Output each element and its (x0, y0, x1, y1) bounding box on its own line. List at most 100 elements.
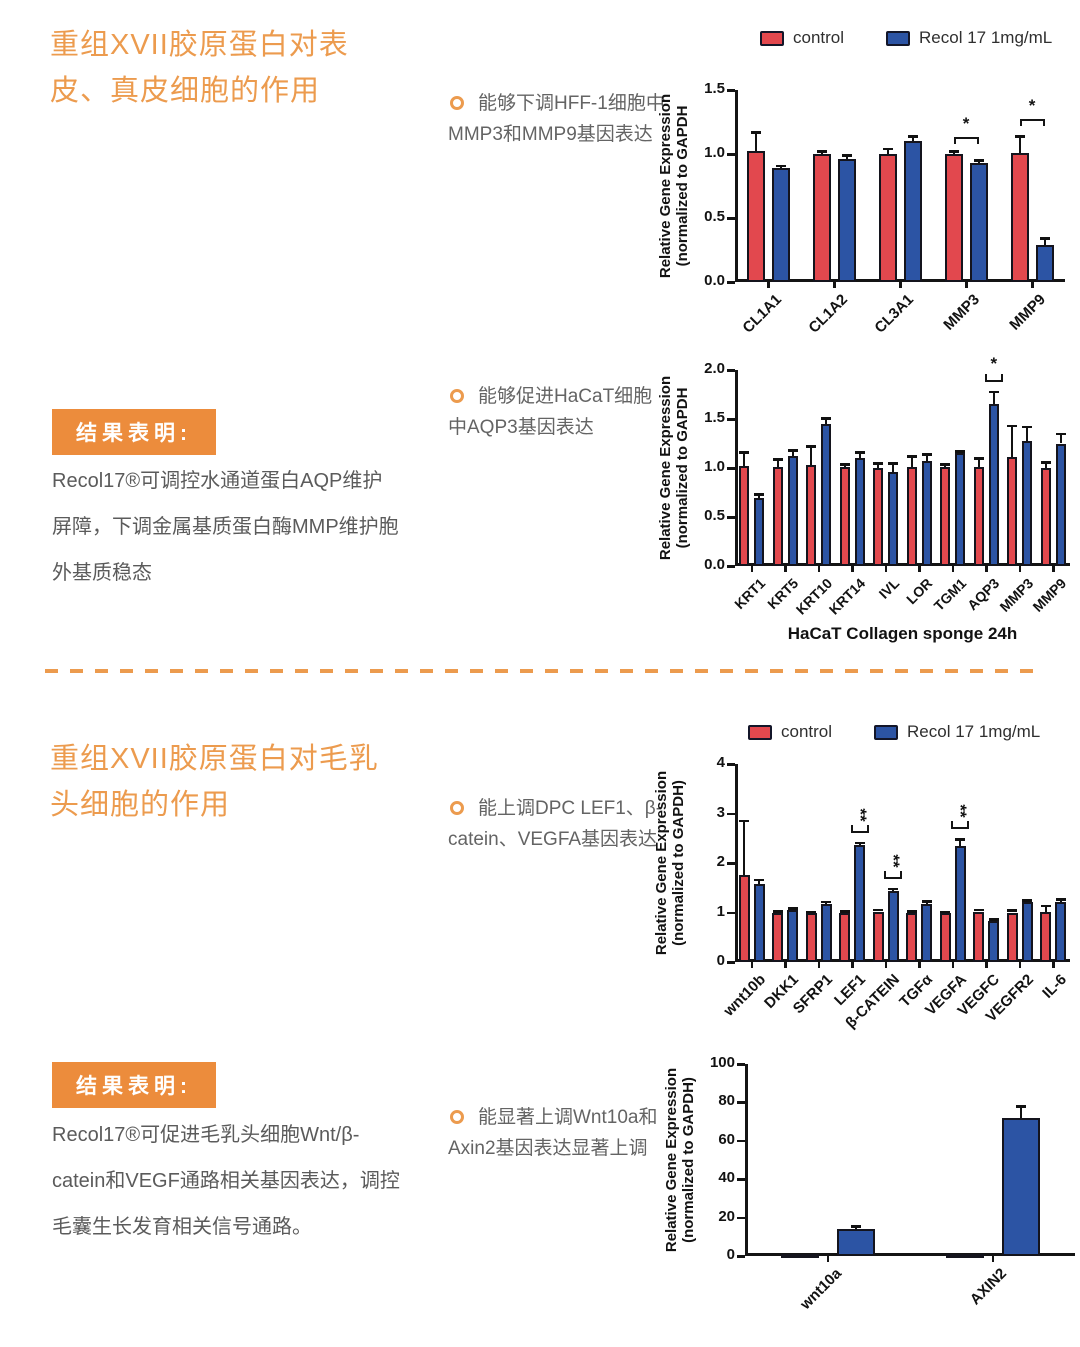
y-tick-mark (737, 1216, 745, 1220)
significance-label: * (962, 114, 970, 134)
x-tick-mark (1018, 566, 1022, 572)
significance-label: * (990, 353, 998, 373)
x-tick-mark (991, 1256, 994, 1262)
error-bar-cap (906, 455, 917, 458)
error-bar-cap (888, 462, 899, 465)
bar-control (839, 467, 850, 566)
bar-control (944, 154, 963, 282)
x-tick-mark (918, 566, 921, 572)
y-tick-label: 4 (716, 754, 725, 771)
y-tick-mark (737, 1101, 745, 1104)
error-bar-cap (1015, 1105, 1026, 1108)
bullet-hacat: 能够促进HaCaT细胞中AQP3基因表达 (448, 381, 670, 443)
error-bar (886, 148, 889, 154)
error-bar-cap (839, 463, 850, 466)
error-bar-cap (1055, 432, 1066, 436)
y-tick-label: 0 (726, 1246, 735, 1263)
x-tick-mark (750, 566, 754, 572)
error-bar (877, 463, 880, 468)
y-tick-label: 0 (716, 952, 725, 969)
error-bar-cap (1055, 898, 1066, 901)
result-text-1: Recol17®可调控水通道蛋白AQP维护屏障，下调金属基质蛋白酶MMP维护胞外… (52, 470, 399, 584)
bullet-dot-icon (450, 389, 464, 403)
error-bar-cap (1007, 909, 1018, 912)
bar-recol (837, 159, 856, 282)
bar-control (812, 154, 831, 282)
error-bar-cap (955, 450, 966, 453)
bar-recol (787, 456, 798, 566)
bullet-wnt: 能显著上调Wnt10a和Axin2基因表达显著上调 (448, 1102, 676, 1164)
bar-recol (754, 498, 765, 566)
legend-section1: control Recol 17 1mg/mL (760, 28, 1052, 48)
y-tick-label: 80 (718, 1092, 735, 1110)
x-tick-mark (784, 566, 787, 572)
significance-bracket (884, 876, 903, 879)
bar-recol (771, 168, 790, 282)
legend-label-control: control (793, 28, 845, 47)
error-bar (959, 839, 962, 846)
bullet-dot-icon (450, 96, 464, 110)
bar-control (806, 465, 817, 566)
legend-item-control: control (760, 28, 844, 48)
x-tick-mark (851, 566, 854, 572)
y-tick-label: 40 (718, 1169, 735, 1187)
bar-control (973, 911, 985, 962)
bar-control (939, 912, 951, 962)
error-bar (1018, 136, 1021, 153)
legend-item-recol: Recol 17 1mg/mL (886, 28, 1052, 48)
bar-recol (753, 883, 765, 962)
x-tick-mark (985, 962, 988, 968)
error-bar-cap (1039, 237, 1050, 240)
error-bar-cap (739, 819, 750, 823)
error-bar (810, 446, 813, 466)
error-bar (925, 454, 928, 462)
error-bar-cap (988, 390, 999, 394)
error-bar-cap (754, 493, 765, 496)
chart-hff-mmp: Relative Gene Expression (normalized to G… (640, 72, 1080, 358)
y-tick-mark (737, 1178, 745, 1181)
x-tick-mark (851, 962, 854, 968)
y-tick-label: 3 (716, 803, 725, 821)
bar-recol (988, 921, 1000, 962)
error-bar (1044, 905, 1047, 912)
bar-recol (1022, 440, 1033, 566)
error-bar-cap (1007, 424, 1018, 428)
recol-swatch-icon (886, 30, 911, 46)
bar-recol (988, 404, 999, 566)
error-bar-cap (1022, 899, 1033, 902)
y-tick-mark (727, 516, 735, 519)
y-tick-label: 1.5 (704, 80, 725, 97)
y-tick-mark (727, 911, 735, 914)
bullet-dpc-text: 能上调DPC LEF1、β-catein、VEGFA基因表达 (448, 798, 663, 850)
error-bar-cap (882, 147, 893, 151)
result-box-1: 结果表明: (52, 409, 216, 455)
error-bar (791, 450, 794, 457)
y-tick-mark (727, 862, 735, 865)
bullet-dot-icon (450, 1110, 464, 1124)
error-bar-cap (816, 150, 827, 153)
y-tick-label: 20 (718, 1207, 735, 1225)
result-box-2-label: 结果表明: (76, 1075, 192, 1098)
bar-recol (921, 904, 933, 962)
y-tick-mark (737, 1139, 745, 1143)
error-bar-cap (821, 900, 832, 904)
bar-control (1040, 911, 1052, 962)
bar-control (873, 468, 884, 566)
error-bar-cap (1040, 461, 1051, 464)
significance-label: * (1028, 96, 1036, 116)
bullet-dot-icon (450, 801, 464, 815)
x-tick-mark (899, 282, 902, 288)
x-tick-mark (918, 962, 921, 968)
y-tick-mark (727, 961, 735, 964)
bullet-hff: 能够下调HFF-1细胞中MMP3和MMP9基因表达 (448, 88, 666, 150)
bar-control (738, 875, 750, 962)
y-tick-mark (737, 1063, 745, 1066)
y-tick-label: 0.5 (704, 208, 725, 225)
bullet-wnt-text: 能显著上调Wnt10a和Axin2基因表达显著上调 (448, 1107, 658, 1159)
error-bar-cap (806, 445, 817, 448)
significance-bracket (850, 830, 869, 833)
y-tick-label: 1.5 (704, 409, 725, 426)
bar-control (839, 912, 851, 962)
error-bar (743, 452, 746, 467)
bar-control (746, 151, 765, 282)
